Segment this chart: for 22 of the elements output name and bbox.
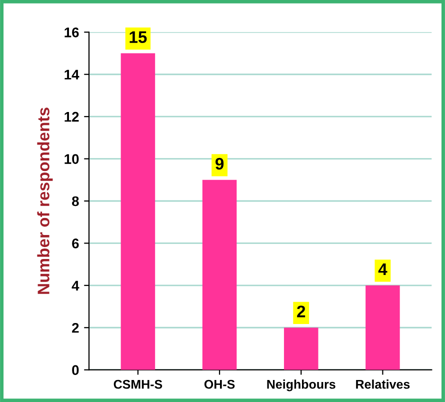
y-tick-label: 4	[72, 280, 80, 290]
x-tick-label: Neighbours	[267, 380, 336, 392]
y-axis-title: Number of respondents	[37, 108, 53, 294]
y-tick-label: 6	[72, 238, 79, 248]
data-label: 15	[130, 31, 147, 44]
y-tick-label: 16	[64, 27, 79, 38]
y-tick-label: 10	[64, 154, 79, 164]
x-tick-label: CSMH-S	[114, 380, 162, 389]
data-label: 4	[378, 264, 388, 276]
y-tick-label: 14	[64, 70, 80, 80]
y-tick-label: 0	[72, 365, 79, 376]
x-tick-label: Relatives	[356, 380, 410, 389]
data-label: 2	[297, 306, 306, 318]
y-tick-label: 2	[72, 322, 79, 333]
x-tick-label: OH-S	[204, 380, 235, 389]
bar	[366, 285, 400, 370]
bar	[120, 53, 156, 370]
y-tick-label: 8	[72, 196, 79, 206]
y-tick-label: 12	[64, 112, 79, 122]
bar	[284, 328, 318, 370]
data-label: 9	[215, 158, 224, 170]
bar	[202, 180, 237, 370]
